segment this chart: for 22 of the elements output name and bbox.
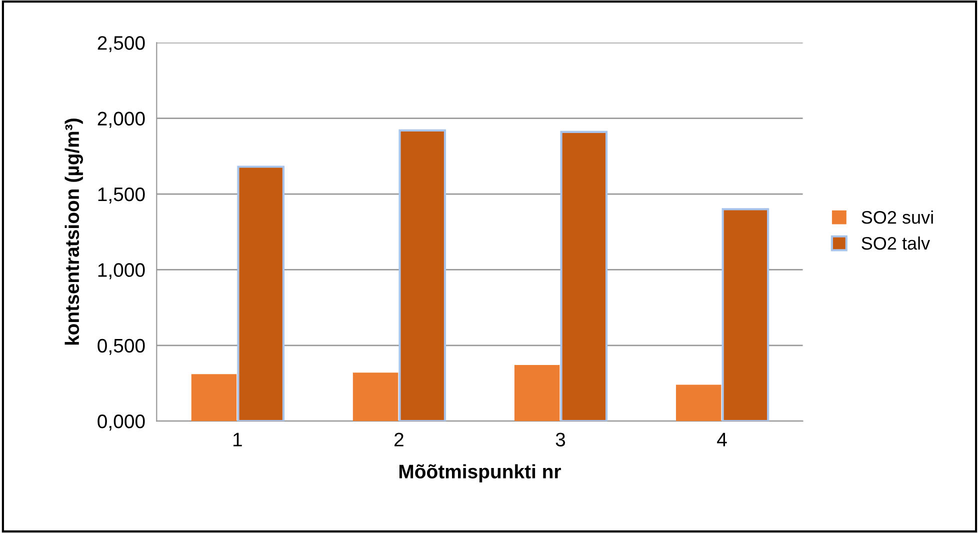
bar: [237, 166, 284, 422]
legend-label: SO2 talv: [862, 236, 930, 250]
bar: [676, 384, 722, 422]
y-tick-label: 1,000: [98, 263, 145, 280]
bar: [352, 372, 398, 422]
y-tick-label: 2,000: [98, 112, 145, 128]
y-tick-label: 0,000: [98, 414, 145, 431]
bar: [722, 208, 770, 422]
legend-label: SO2 suvi: [862, 210, 933, 224]
x-tick-label: 2: [394, 432, 404, 446]
x-axis-title: Mõõtmispunkti nr: [399, 464, 561, 482]
bar: [398, 129, 446, 422]
y-tick-label: 2,500: [98, 36, 145, 52]
y-tick-label: 0,500: [98, 338, 145, 355]
y-tick-label: 1,500: [98, 187, 145, 204]
y-axis-title: kontsentratsioon (µg/m³): [64, 118, 83, 345]
bar: [191, 374, 237, 422]
x-tick-label: 4: [717, 432, 727, 446]
bar: [560, 130, 608, 422]
bar: [514, 365, 560, 422]
x-tick-label: 3: [556, 432, 566, 446]
x-tick-label: 1: [233, 432, 242, 446]
